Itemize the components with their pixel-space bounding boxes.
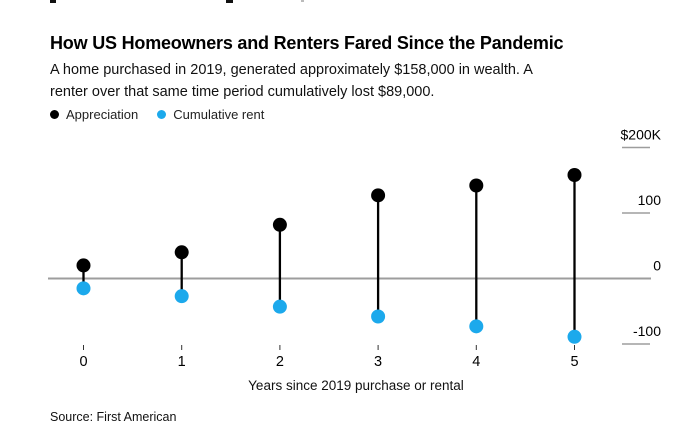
cumulative-rent-point-year-0 <box>76 281 91 296</box>
x-tick-label: 2 <box>276 354 284 370</box>
cropped-text-fragment <box>226 0 233 3</box>
x-tick-label: 5 <box>570 354 578 370</box>
appreciation-point-year-2 <box>272 217 287 232</box>
y-tick-label: 100 <box>638 192 662 208</box>
chart-subtitle-line1: A home purchased in 2019, generated appr… <box>50 62 533 78</box>
appreciation-point-year-4 <box>469 178 484 193</box>
cumulative-rent-point-year-4 <box>469 319 484 334</box>
legend-item-appreciation: Appreciation <box>50 107 138 122</box>
cumulative-rent-point-year-3 <box>371 309 386 324</box>
cumulative-rent-point-year-2 <box>272 299 287 314</box>
cropped-text-fragment <box>50 0 56 3</box>
chart-legend: Appreciation Cumulative rent <box>50 107 264 122</box>
appreciation-point-year-3 <box>371 188 386 203</box>
legend-label-cumulative-rent: Cumulative rent <box>173 107 265 122</box>
x-tick-label: 3 <box>374 354 382 370</box>
chart-subtitle: A home purchased in 2019, generated appr… <box>50 59 533 103</box>
y-tick-label: $200K <box>621 127 662 143</box>
source-note: Source: First American <box>50 410 177 424</box>
y-tick-label: 0 <box>653 258 661 274</box>
cropped-text-fragment <box>301 0 304 2</box>
chart-subtitle-line2: renter over that same time period cumula… <box>50 84 435 100</box>
legend-label-appreciation: Appreciation <box>66 107 139 122</box>
legend-item-cumulative-rent: Cumulative rent <box>157 107 264 122</box>
x-axis-title: Years since 2019 purchase or rental <box>248 378 464 393</box>
x-tick-label: 4 <box>472 354 480 370</box>
cumulative-rent-dot-icon <box>157 110 167 119</box>
cumulative-rent-point-year-1 <box>174 289 189 304</box>
x-tick-label: 0 <box>79 354 87 370</box>
y-tick-label: -100 <box>633 323 661 339</box>
appreciation-point-year-1 <box>174 245 189 260</box>
appreciation-dot-icon <box>50 110 59 119</box>
appreciation-point-year-0 <box>76 258 91 273</box>
cumulative-rent-point-year-5 <box>567 329 582 344</box>
appreciation-point-year-5 <box>567 168 582 183</box>
x-tick-label: 1 <box>178 354 186 370</box>
chart-title: How US Homeowners and Renters Fared Sinc… <box>50 33 564 53</box>
